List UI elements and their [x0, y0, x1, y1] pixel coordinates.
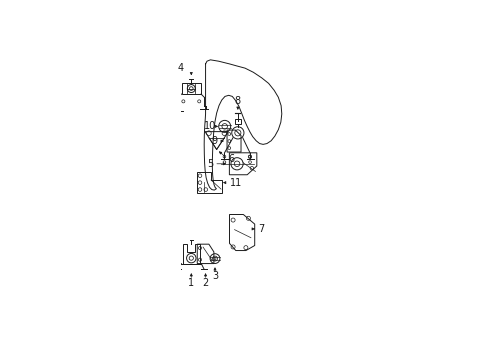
Text: 6: 6 — [228, 154, 234, 164]
Text: 11: 11 — [229, 177, 241, 188]
Text: 8: 8 — [234, 96, 241, 106]
Text: 10: 10 — [203, 121, 215, 131]
Text: 5: 5 — [206, 159, 213, 169]
Text: 2: 2 — [202, 278, 208, 288]
Text: 9: 9 — [211, 136, 217, 146]
Text: 7: 7 — [258, 224, 264, 234]
Text: 3: 3 — [211, 271, 218, 281]
Bar — [234, 120, 241, 124]
Text: 4: 4 — [177, 63, 183, 73]
Text: 1: 1 — [188, 278, 194, 288]
Bar — [181, 83, 201, 94]
